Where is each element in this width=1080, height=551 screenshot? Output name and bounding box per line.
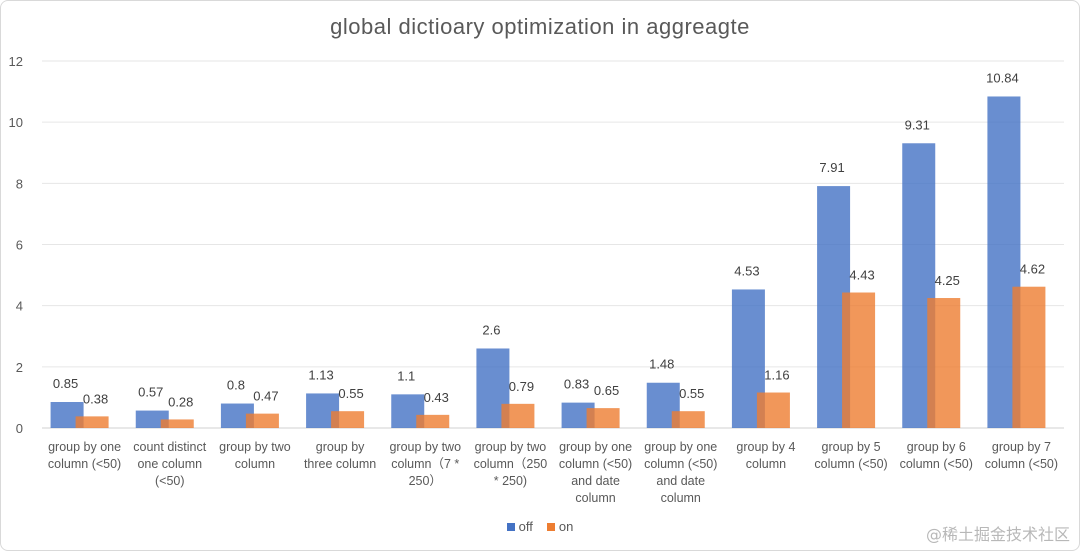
y-tick-label: 10 bbox=[9, 115, 23, 130]
data-label-off: 1.48 bbox=[649, 357, 674, 372]
y-tick-label: 8 bbox=[16, 176, 23, 191]
legend-item-on: on bbox=[546, 519, 574, 534]
y-tick-label: 6 bbox=[16, 238, 23, 253]
x-tick-label: column (<50) bbox=[559, 457, 632, 471]
x-tick-label: one column bbox=[137, 457, 202, 471]
x-tick-label: column (<50) bbox=[644, 457, 717, 471]
bar-on bbox=[671, 411, 705, 428]
data-label-off: 7.91 bbox=[819, 160, 844, 175]
x-tick-label: and date bbox=[656, 474, 705, 488]
bar-on bbox=[245, 413, 279, 428]
x-tick-label: group by 6 bbox=[907, 440, 966, 454]
bar-on bbox=[927, 298, 961, 428]
bar-on bbox=[501, 403, 535, 428]
data-label-on: 4.25 bbox=[935, 273, 960, 288]
bar-on bbox=[331, 411, 365, 428]
y-tick-label: 0 bbox=[16, 421, 23, 436]
legend-label-on: on bbox=[558, 519, 574, 534]
data-label-on: 0.65 bbox=[594, 383, 619, 398]
data-label-off: 10.84 bbox=[986, 70, 1019, 85]
x-tick-label: column (<50) bbox=[985, 457, 1058, 471]
legend-swatch-on bbox=[546, 522, 555, 531]
x-tick-label: group by 7 bbox=[992, 440, 1051, 454]
x-tick-label: and date bbox=[571, 474, 620, 488]
y-tick-label: 12 bbox=[9, 54, 23, 69]
chart-title: global dictioary optimization in aggreag… bbox=[330, 14, 750, 39]
x-tick-label: column (<50) bbox=[900, 457, 973, 471]
x-tick-label: group by one bbox=[644, 440, 717, 454]
data-label-on: 0.43 bbox=[424, 390, 449, 405]
x-tick-label: group by two bbox=[475, 440, 547, 454]
data-label-on: 1.16 bbox=[764, 368, 789, 383]
bar-on bbox=[1012, 286, 1046, 428]
x-tick-label: column（250 bbox=[474, 457, 548, 471]
bar-off bbox=[135, 410, 169, 428]
data-label-off: 0.85 bbox=[53, 376, 78, 391]
x-tick-label: group by 5 bbox=[822, 440, 881, 454]
bar-on bbox=[756, 392, 790, 428]
legend-swatch-off bbox=[506, 522, 515, 531]
data-label-off: 2.6 bbox=[482, 322, 500, 337]
data-label-on: 0.55 bbox=[679, 386, 704, 401]
x-tick-label: column bbox=[661, 491, 701, 505]
x-tick-label: group by bbox=[316, 440, 365, 454]
data-label-on: 0.38 bbox=[83, 391, 108, 406]
x-tick-label: group by one bbox=[48, 440, 121, 454]
data-label-off: 9.31 bbox=[905, 117, 930, 132]
data-label-on: 0.79 bbox=[509, 379, 534, 394]
data-label-on: 4.62 bbox=[1020, 262, 1045, 277]
x-tick-label: 250） bbox=[409, 474, 442, 488]
x-tick-label: column bbox=[235, 457, 275, 471]
data-label-on: 0.55 bbox=[338, 386, 363, 401]
x-tick-label: (<50) bbox=[155, 474, 185, 488]
data-label-on: 0.28 bbox=[168, 394, 193, 409]
y-tick-label: 2 bbox=[16, 360, 23, 375]
watermark: @稀土掘金技术社区 bbox=[925, 525, 1070, 544]
data-label-on: 4.43 bbox=[849, 268, 874, 283]
legend-label-off: off bbox=[518, 519, 533, 534]
x-tick-label: group by two bbox=[219, 440, 291, 454]
x-tick-label: three column bbox=[304, 457, 376, 471]
y-tick-label: 4 bbox=[16, 299, 23, 314]
data-label-off: 1.13 bbox=[308, 367, 333, 382]
x-tick-label: column (<50) bbox=[48, 457, 121, 471]
bar-on bbox=[842, 292, 876, 428]
legend: off on bbox=[0, 519, 1080, 534]
x-tick-label: * 250) bbox=[494, 474, 527, 488]
data-label-off: 4.53 bbox=[734, 263, 759, 278]
x-tick-label: group by 4 bbox=[736, 440, 795, 454]
x-tick-label: column bbox=[746, 457, 786, 471]
x-tick-label: column（7 * bbox=[391, 457, 459, 471]
data-label-off: 0.57 bbox=[138, 385, 163, 400]
x-tick-label: group by two bbox=[389, 440, 461, 454]
bar-on bbox=[416, 414, 450, 428]
x-tick-label: column (<50) bbox=[814, 457, 887, 471]
bar-on bbox=[75, 416, 109, 428]
data-label-off: 0.8 bbox=[227, 378, 245, 393]
legend-item-off: off bbox=[506, 519, 533, 534]
data-label-off: 0.83 bbox=[564, 377, 589, 392]
x-tick-label: column bbox=[575, 491, 615, 505]
bar-on bbox=[586, 408, 620, 428]
bar-on bbox=[160, 419, 194, 428]
data-label-on: 0.47 bbox=[253, 389, 278, 404]
x-tick-label: group by one bbox=[559, 440, 632, 454]
x-tick-label: count distinct bbox=[133, 440, 206, 454]
data-label-off: 1.1 bbox=[397, 368, 415, 383]
